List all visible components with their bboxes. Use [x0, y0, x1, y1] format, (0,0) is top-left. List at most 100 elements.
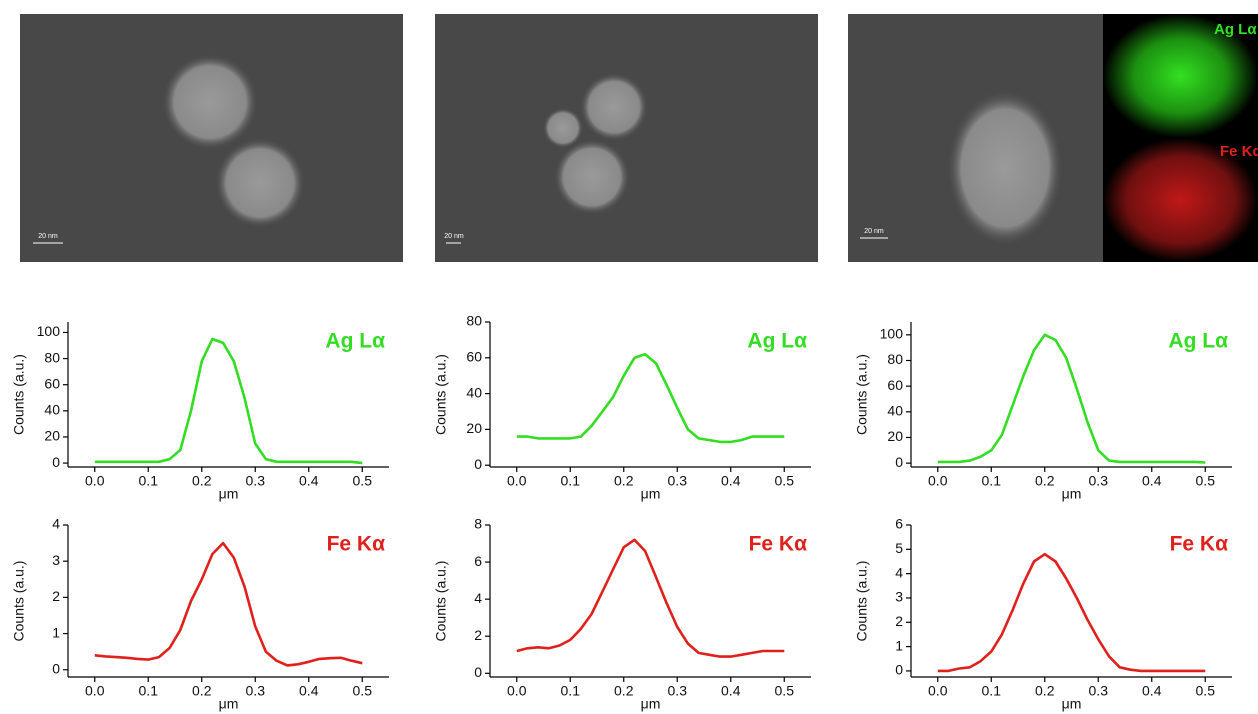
x-tick-label: 0.4 [721, 683, 741, 699]
y-tick-label: 0 [52, 454, 60, 470]
chart: 0 1 2 3 4 0.0 0.1 0.2 0.3 0.4 0.5 μm Counts (a.u.) Fe… [11, 516, 389, 712]
x-tick-label: 0.0 [507, 683, 527, 699]
x-tick-label: 0.4 [1142, 473, 1162, 489]
y-tick-label: 0 [474, 664, 482, 680]
scale-bar-label: 20 nm [444, 233, 464, 240]
x-tick-label: 0.5 [1196, 683, 1216, 699]
x-tick-label: 0.4 [299, 473, 319, 489]
y-tick-label: 40 [44, 402, 60, 418]
x-tick-label: 0.5 [353, 473, 373, 489]
y-tick-label: 2 [895, 613, 903, 629]
data-line [937, 333, 1206, 464]
legend-label: Ag Lα [325, 330, 385, 353]
y-axis-label: Counts (a.u.) [854, 354, 870, 435]
y-tick-label: 6 [895, 516, 903, 532]
y-tick-label: 20 [44, 428, 60, 444]
y-tick-label: 3 [52, 552, 60, 568]
sem-image: 20 nm [435, 14, 818, 262]
x-tick-label: 0.3 [1089, 473, 1109, 489]
x-tick-label: 0.5 [775, 683, 795, 699]
chart: 0 20 40 60 80 0.0 0.1 0.2 0.3 0.4 0.5 μm Counts (a.u… [433, 313, 811, 502]
x-tick-label: 0.3 [246, 683, 266, 699]
legend-label: Ag Lα [1168, 330, 1228, 353]
x-tick-label: 0.0 [85, 683, 105, 699]
x-tick-label: 0.4 [299, 683, 319, 699]
x-tick-label: 0.3 [668, 683, 688, 699]
y-tick-label: 60 [44, 375, 60, 391]
y-tick-label: 40 [466, 384, 482, 400]
x-tick-label: 0.2 [192, 683, 212, 699]
x-tick-label: 0.0 [85, 473, 105, 489]
x-tick-label: 0.2 [614, 473, 634, 489]
x-tick-label: 0.2 [1035, 473, 1055, 489]
data-line [94, 337, 363, 465]
x-axis-label: μm [219, 696, 239, 712]
y-axis-label: Counts (a.u.) [11, 561, 27, 642]
y-tick-label: 4 [474, 590, 482, 606]
x-tick-label: 0.3 [1089, 683, 1109, 699]
y-tick-label: 60 [466, 349, 482, 365]
x-tick-label: 0.4 [721, 473, 741, 489]
y-tick-label: 0 [895, 662, 903, 678]
y-axis-label: Counts (a.u.) [11, 354, 27, 435]
y-tick-label: 8 [474, 516, 482, 532]
scale-bar-label: 20 nm [38, 233, 58, 240]
x-tick-label: 0.2 [192, 473, 212, 489]
y-tick-label: 4 [52, 516, 60, 532]
legend-label: Ag Lα [747, 330, 807, 353]
y-tick-label: 1 [895, 637, 903, 653]
x-tick-label: 0.1 [982, 683, 1002, 699]
x-tick-label: 0.1 [561, 473, 581, 489]
y-tick-label: 2 [474, 627, 482, 643]
eds-map: Ag Lα Fe Kα [1103, 14, 1258, 262]
legend-label: Fe Kα [749, 533, 808, 556]
x-tick-label: 0.4 [1142, 683, 1162, 699]
y-tick-label: 2 [52, 588, 60, 604]
y-tick-label: 60 [887, 377, 903, 393]
legend-label: Fe Kα [327, 533, 386, 556]
chart: 0 2 4 6 8 0.0 0.1 0.2 0.3 0.4 0.5 μm Counts (a.u.) Fe… [433, 516, 811, 712]
y-tick-label: 3 [895, 589, 903, 605]
chart: 0 20 40 60 80 100 0.0 0.1 0.2 0.3 0.4 0.5 μm Counts (… [11, 322, 389, 502]
y-tick-label: 40 [887, 403, 903, 419]
y-axis-label: Counts (a.u.) [854, 561, 870, 642]
y-tick-label: 1 [52, 624, 60, 640]
y-tick-label: 0 [474, 456, 482, 472]
map-label: Fe Kα [1220, 143, 1258, 160]
x-axis-label: μm [641, 696, 661, 712]
y-tick-label: 5 [895, 540, 903, 556]
scale-bar-label: 20 nm [864, 228, 884, 235]
y-tick-label: 100 [37, 323, 61, 339]
x-tick-label: 0.2 [614, 683, 634, 699]
x-tick-label: 0.0 [928, 683, 948, 699]
y-tick-label: 4 [895, 564, 903, 580]
y-tick-label: 20 [887, 428, 903, 444]
y-tick-label: 80 [466, 313, 482, 329]
x-tick-label: 0.1 [982, 473, 1002, 489]
x-axis-label: μm [219, 486, 239, 502]
x-tick-label: 0.0 [507, 473, 527, 489]
y-axis-label: Counts (a.u.) [433, 561, 449, 642]
data-line [94, 541, 363, 667]
data-line [937, 552, 1206, 673]
data-line [516, 538, 785, 658]
y-tick-label: 80 [887, 351, 903, 367]
chart: 0 1 2 3 4 5 6 0.0 0.1 0.2 0.3 0.4 0.5 μm Counts (a.u.)… [854, 516, 1232, 712]
legend-label: Fe Kα [1170, 533, 1229, 556]
data-line [516, 352, 785, 444]
y-tick-label: 0 [52, 660, 60, 676]
chart: 0 20 40 60 80 100 0.0 0.1 0.2 0.3 0.4 0.5 μm Counts (… [854, 322, 1232, 502]
y-tick-label: 80 [44, 349, 60, 365]
x-axis-label: μm [1062, 696, 1082, 712]
x-tick-label: 0.3 [246, 473, 266, 489]
x-tick-label: 0.0 [928, 473, 948, 489]
x-tick-label: 0.5 [353, 683, 373, 699]
x-tick-label: 0.5 [775, 473, 795, 489]
sem-image: 20 nm [20, 14, 403, 262]
x-tick-label: 0.3 [668, 473, 688, 489]
y-tick-label: 0 [895, 454, 903, 470]
x-tick-label: 0.5 [1196, 473, 1216, 489]
x-tick-label: 0.2 [1035, 683, 1055, 699]
x-axis-label: μm [1062, 486, 1082, 502]
